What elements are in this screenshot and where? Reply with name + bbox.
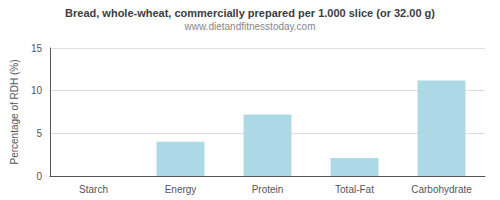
svg-text:15: 15 [31, 43, 43, 54]
svg-text:5: 5 [36, 128, 42, 139]
svg-text:Energy: Energy [165, 184, 197, 195]
svg-text:Carbohydrate: Carbohydrate [411, 184, 472, 195]
svg-text:0: 0 [36, 171, 42, 182]
svg-text:10: 10 [31, 85, 43, 96]
svg-text:Total-Fat: Total-Fat [335, 184, 374, 195]
svg-text:Bread, whole-wheat, commercial: Bread, whole-wheat, commercially prepare… [65, 7, 435, 19]
svg-text:Starch: Starch [79, 184, 108, 195]
svg-text:Protein: Protein [252, 184, 284, 195]
svg-text:Percentage of RDH (%): Percentage of RDH (%) [9, 59, 20, 164]
svg-text:www.dietandfitnesstoday.com: www.dietandfitnesstoday.com [184, 21, 316, 32]
